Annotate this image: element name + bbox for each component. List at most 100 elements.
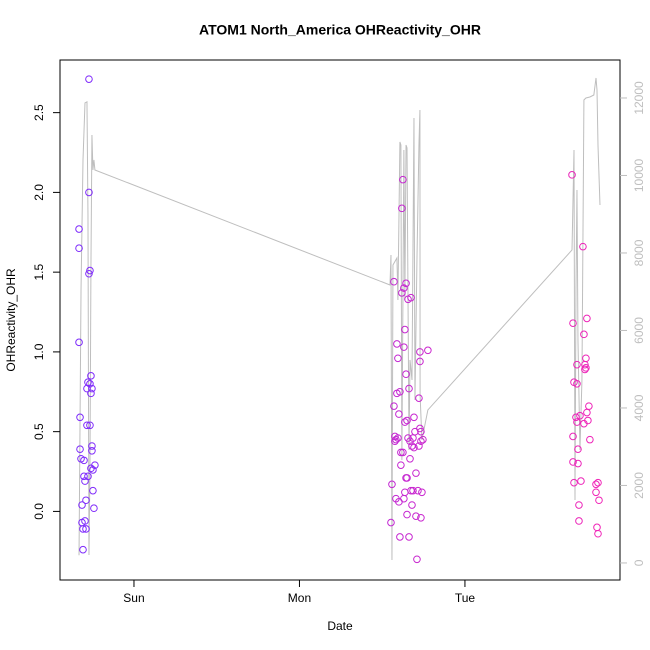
point (405, 384, 413, 393)
point (87, 372, 95, 380)
y2-tick-label: 0 (632, 559, 646, 566)
point (416, 424, 424, 433)
point (85, 188, 93, 197)
y2-tick-label: 4000 (632, 394, 646, 421)
point (582, 354, 590, 363)
y-tick-label: 1.0 (32, 343, 46, 360)
point (81, 517, 89, 525)
point (86, 266, 94, 275)
point (402, 370, 410, 379)
point (86, 421, 94, 430)
point (584, 416, 592, 425)
point (577, 477, 585, 485)
point (585, 402, 593, 410)
point (573, 360, 581, 369)
point (583, 314, 591, 323)
y-tick-label: 2.0 (32, 184, 46, 201)
point (397, 461, 405, 469)
point (594, 478, 602, 487)
point (410, 443, 418, 452)
point (401, 418, 409, 426)
chart-title: ATOM1 North_America OHReactivity_OHR (199, 22, 481, 38)
point (394, 354, 402, 363)
point (595, 496, 603, 505)
point (582, 364, 590, 372)
point (418, 488, 426, 497)
point (412, 512, 420, 520)
point (396, 533, 404, 541)
point (424, 346, 432, 355)
y2-tick-label: 12000 (632, 81, 646, 115)
point (579, 242, 587, 251)
point (399, 448, 407, 457)
point (572, 413, 580, 422)
point (594, 529, 602, 538)
point (87, 389, 95, 398)
point (586, 435, 594, 444)
point (392, 435, 400, 444)
point (79, 545, 87, 554)
point (401, 325, 409, 334)
y-tick-label: 1.5 (32, 263, 46, 280)
point (575, 517, 583, 525)
point (576, 411, 584, 420)
point (85, 75, 93, 83)
point (80, 472, 88, 481)
point (76, 445, 84, 454)
point (419, 435, 427, 444)
point (82, 496, 90, 505)
point (393, 340, 401, 348)
y2-tick-label: 6000 (632, 317, 646, 344)
x-axis-label: Date (327, 619, 353, 633)
point (398, 204, 406, 213)
point (80, 456, 88, 465)
point (580, 330, 588, 339)
point (388, 480, 396, 489)
point (569, 458, 577, 466)
point (581, 365, 589, 374)
y-tick-label: 0.0 (32, 503, 46, 520)
point (568, 171, 576, 179)
point (88, 384, 96, 393)
point (397, 448, 405, 457)
point (84, 472, 92, 481)
point (89, 466, 97, 474)
point (417, 437, 425, 446)
point (408, 501, 416, 509)
point (416, 357, 424, 366)
point (403, 416, 411, 425)
point (400, 284, 408, 292)
y2-tick-label: 2000 (632, 472, 646, 499)
plot-box (59, 59, 621, 581)
point (406, 454, 414, 463)
point (403, 474, 411, 482)
x-tick-label: Mon (288, 591, 311, 605)
point (417, 513, 425, 522)
point (75, 225, 83, 233)
point (90, 504, 98, 513)
point (398, 289, 406, 297)
point (573, 418, 581, 426)
point (416, 348, 424, 356)
point (396, 387, 404, 396)
point (400, 343, 408, 351)
point (76, 413, 84, 422)
point (89, 486, 97, 495)
point (412, 469, 420, 477)
point (387, 518, 395, 527)
point (88, 442, 96, 450)
point (407, 293, 415, 302)
point (574, 459, 582, 468)
point (592, 480, 600, 489)
point (390, 402, 398, 410)
point (574, 445, 582, 454)
point (592, 488, 600, 497)
point (84, 378, 92, 387)
point (79, 525, 87, 533)
point (390, 277, 398, 286)
point (83, 421, 91, 430)
y2-tick-label: 10000 (632, 158, 646, 192)
